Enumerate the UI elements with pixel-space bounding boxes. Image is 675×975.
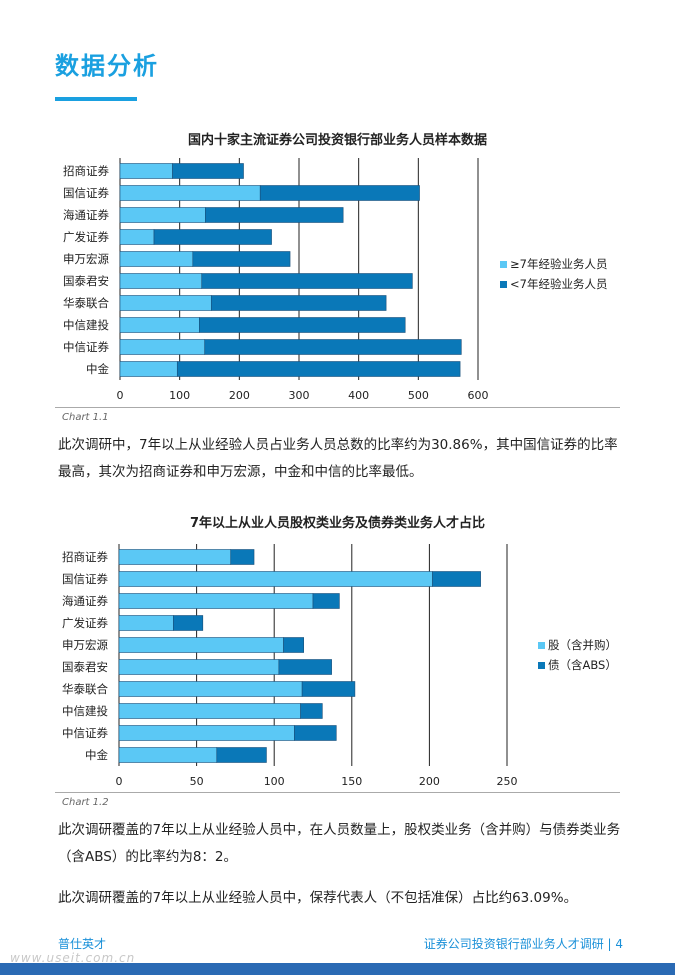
bar-segment (118, 747, 218, 763)
category-label: 中信建投 (63, 318, 109, 332)
x-tick-label: 200 (229, 389, 250, 402)
bar-segment (118, 571, 433, 587)
bar-segment (210, 295, 387, 311)
bar-segment (119, 339, 206, 355)
bar-segment (172, 163, 244, 179)
bar-segment (119, 295, 212, 311)
bar-segment (283, 637, 304, 653)
bar-segment (119, 273, 203, 289)
category-label: 中信证券 (62, 726, 108, 740)
legend-swatch (538, 642, 545, 649)
bar-segment (119, 361, 178, 377)
category-label: 海通证券 (62, 594, 108, 608)
bar-segment (230, 549, 255, 565)
page-title: 数据分析 (55, 52, 159, 80)
bar-segment (278, 659, 332, 675)
bar-segment (204, 339, 462, 355)
bar-segment (192, 251, 291, 267)
bar-segment (312, 593, 340, 609)
bar-segment (300, 703, 323, 719)
category-label: 国泰君安 (63, 274, 109, 288)
x-tick-label: 100 (264, 775, 285, 788)
legend-swatch (500, 261, 507, 268)
bar-segment (119, 229, 155, 245)
bar-segment (153, 229, 272, 245)
chart-2-title: 7年以上从业人员股权类业务及债券类业务人才占比 (189, 516, 486, 531)
bar-segment (118, 593, 314, 609)
legend-label: 股（含并购） (548, 638, 617, 652)
bar-segment (118, 681, 303, 697)
bar-segment (118, 703, 301, 719)
bar-segment (259, 185, 420, 201)
watermark-text: www.useit.com.cn (10, 951, 136, 965)
x-tick-label: 150 (341, 775, 362, 788)
category-label: 申万宏源 (63, 252, 109, 266)
bar-segment (119, 251, 194, 267)
footer-brand: 普仕英才 (58, 937, 107, 951)
bar-segment (119, 317, 200, 333)
x-tick-label: 300 (289, 389, 310, 402)
bar-segment (119, 163, 173, 179)
bar-segment (173, 615, 204, 631)
bar-segment (301, 681, 356, 697)
paragraph-1: 此次调研中，7年以上从业经验人员占业务人员总数的比率约为30.86%，其中国信证… (58, 437, 618, 480)
bar-segment (176, 361, 461, 377)
title-underline (55, 97, 137, 101)
bar-segment (118, 615, 174, 631)
legend-label: <7年经验业务人员 (510, 277, 607, 291)
x-tick-label: 400 (348, 389, 369, 402)
x-tick-label: 200 (419, 775, 440, 788)
x-tick-label: 50 (190, 775, 204, 788)
bar-segment (118, 659, 280, 675)
x-tick-label: 500 (408, 389, 429, 402)
bar-segment (294, 725, 337, 741)
bar-segment (205, 207, 344, 223)
bar-segment (432, 571, 481, 587)
category-label: 海通证券 (63, 208, 109, 222)
category-label: 国信证券 (62, 572, 108, 586)
category-label: 国泰君安 (62, 660, 108, 674)
bar-segment (119, 185, 261, 201)
bar-segment (118, 637, 284, 653)
paragraph-3: 此次调研覆盖的7年以上从业经验人员中，保荐代表人（不包括准保）占比约63.09%… (58, 890, 578, 906)
chart-1-caption: Chart 1.1 (62, 412, 109, 423)
bar-segment (118, 725, 295, 741)
category-label: 中信证券 (63, 340, 109, 354)
category-label: 申万宏源 (62, 638, 108, 652)
chart-2-caption-rule (55, 792, 620, 793)
footer-page-label: 证券公司投资银行部业务人才调研 | 4 (423, 937, 623, 951)
footer-band (0, 963, 675, 975)
category-label: 华泰联合 (63, 296, 109, 310)
bar-segment (199, 317, 406, 333)
legend-swatch (538, 662, 545, 669)
category-label: 中信建投 (62, 704, 108, 718)
x-tick-label: 0 (116, 775, 123, 788)
category-label: 招商证券 (63, 164, 109, 178)
legend-label: ≥7年经验业务人员 (510, 257, 607, 271)
legend-swatch (500, 281, 507, 288)
x-tick-label: 250 (497, 775, 518, 788)
bar-segment (201, 273, 413, 289)
x-tick-label: 0 (117, 389, 124, 402)
category-label: 招商证券 (62, 550, 108, 564)
category-label: 广发证券 (62, 616, 108, 630)
paragraph-2: 此次调研覆盖的7年以上从业经验人员中，在人员数量上，股权类业务（含并购）与债券类… (58, 822, 621, 865)
category-label: 广发证券 (63, 230, 109, 244)
chart-1-caption-rule (55, 407, 620, 408)
x-tick-label: 600 (468, 389, 489, 402)
chart-2-caption: Chart 1.2 (62, 797, 109, 808)
category-label: 国信证券 (63, 186, 109, 200)
bar-segment (216, 747, 267, 763)
category-label: 华泰联合 (62, 682, 108, 696)
bar-segment (119, 207, 206, 223)
category-label: 中金 (86, 362, 109, 376)
chart-1-title: 国内十家主流证券公司投资银行部业务人员样本数据 (187, 133, 487, 148)
legend-label: 债（含ABS） (548, 658, 617, 672)
category-label: 中金 (85, 748, 108, 762)
x-tick-label: 100 (169, 389, 190, 402)
bar-segment (118, 549, 232, 565)
